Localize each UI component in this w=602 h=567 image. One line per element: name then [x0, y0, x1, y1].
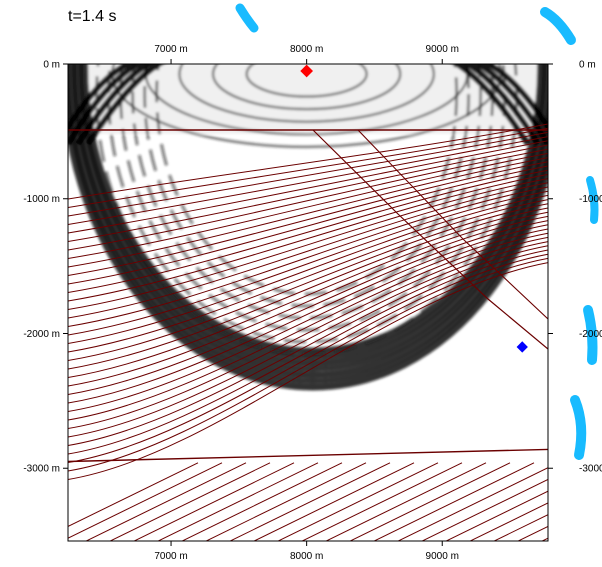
x-tick-label-top: 7000 m [154, 44, 187, 55]
y-tick-label-right: -3000 m [579, 464, 602, 475]
plot-frame [67, 63, 549, 542]
x-tick-label-bottom: 9000 m [426, 551, 459, 562]
y-tick-label-right: -2000 m [579, 329, 602, 340]
x-tick-label-top: 9000 m [426, 44, 459, 55]
y-tick-label-right: -1000 m [579, 194, 602, 205]
x-tick-label-top: 8000 m [290, 44, 323, 55]
wavefield-layer [68, 64, 548, 391]
y-tick-label-right: 0 m [579, 60, 596, 71]
time-label: t=1.4 s [68, 8, 117, 25]
y-tick-label-left: 0 m [43, 60, 60, 71]
plot-area [68, 64, 548, 541]
x-tick-label-bottom: 7000 m [154, 551, 187, 562]
horizon-lines [68, 123, 548, 541]
receiver-marker [516, 341, 528, 353]
watermark [235, 3, 599, 460]
x-tick-label-bottom: 8000 m [290, 551, 323, 562]
y-tick-label-left: -1000 m [23, 194, 60, 205]
y-tick-label-left: -2000 m [23, 329, 60, 340]
axis-ticks: 7000 m 7000 m 8000 m 8000 m 9000 m 9000 m 0 m 0… [23, 44, 602, 562]
y-tick-label-left: -3000 m [23, 464, 60, 475]
source-marker [300, 64, 314, 78]
